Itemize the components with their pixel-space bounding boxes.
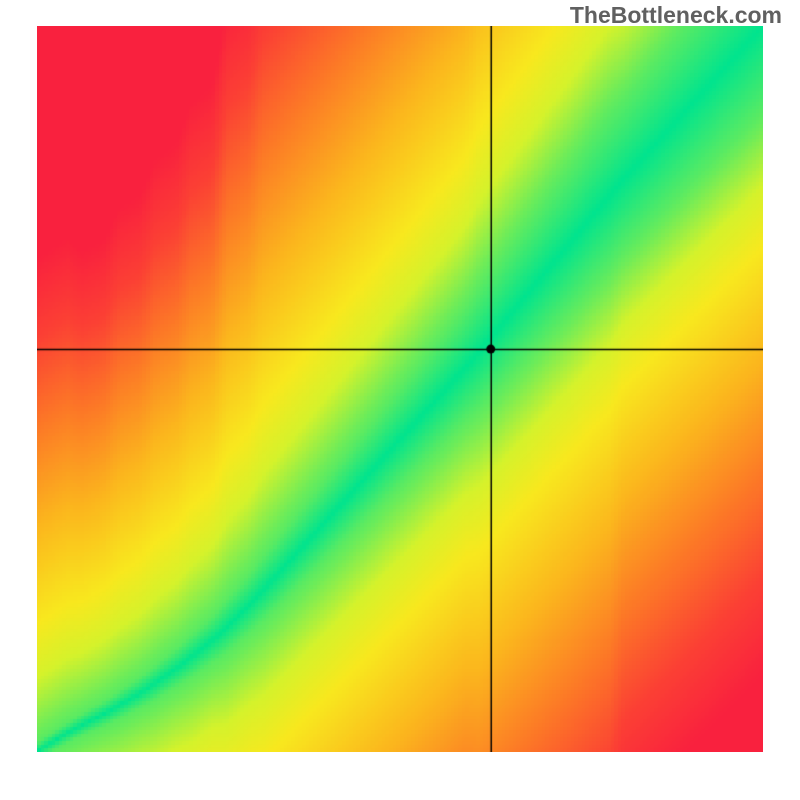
watermark-text: TheBottleneck.com (570, 2, 782, 29)
bottleneck-heatmap (37, 26, 763, 752)
chart-container: TheBottleneck.com (0, 0, 800, 800)
